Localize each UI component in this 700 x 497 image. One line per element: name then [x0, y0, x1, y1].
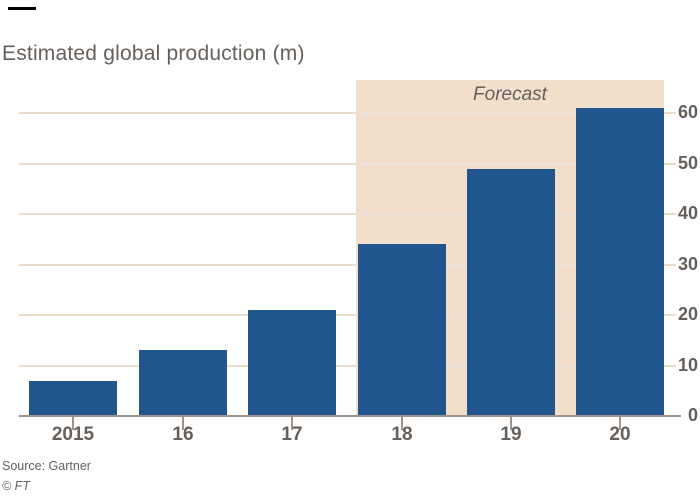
x-axis-tick	[510, 417, 512, 430]
y-axis-label: 50	[677, 152, 698, 173]
bar-20	[576, 107, 664, 416]
y-axis-label: 30	[677, 253, 698, 274]
bar-2015	[29, 380, 117, 416]
x-axis-tick	[401, 417, 403, 430]
gridline	[19, 314, 664, 316]
x-axis-tick	[619, 417, 621, 430]
x-axis-label: 19	[500, 424, 522, 445]
x-axis-tick	[72, 417, 74, 430]
gridline	[19, 213, 664, 215]
y-axis-tick	[664, 162, 676, 165]
y-axis-tick	[664, 213, 676, 215]
y-axis-tick	[664, 112, 676, 114]
x-axis-label: 2015	[51, 424, 95, 445]
y-axis-tick	[664, 314, 676, 316]
bar-17	[248, 309, 336, 416]
y-axis-label: 40	[677, 203, 698, 223]
top-rule	[8, 7, 36, 10]
x-axis-tick	[182, 417, 184, 430]
y-axis-label: 60	[677, 102, 698, 122]
x-axis-tick	[291, 417, 293, 430]
x-axis-label: 20	[609, 424, 631, 445]
gridline	[19, 162, 664, 165]
bar-18	[358, 244, 446, 416]
y-axis-tick	[664, 364, 676, 367]
chart-title: Estimated global production (m)	[2, 42, 305, 65]
y-axis-label: 0	[687, 405, 698, 425]
gridline	[19, 112, 664, 114]
y-axis-label: 20	[677, 304, 698, 324]
gridline	[19, 364, 664, 367]
source-note: Source: Gartner	[2, 459, 91, 473]
forecast-label: Forecast	[473, 84, 547, 105]
x-axis-label: 18	[391, 424, 413, 445]
ft-credit: © FT	[2, 479, 30, 493]
x-axis-label: 16	[172, 424, 194, 445]
gridline-on-band	[356, 162, 664, 165]
gridline-on-band	[356, 112, 664, 114]
bar-16	[139, 350, 227, 416]
x-axis-label: 17	[281, 424, 303, 445]
x-axis-line	[19, 415, 681, 417]
y-axis-label: 10	[677, 354, 698, 375]
bar-19	[467, 168, 555, 416]
y-axis-tick	[664, 263, 676, 266]
gridline	[19, 263, 664, 266]
